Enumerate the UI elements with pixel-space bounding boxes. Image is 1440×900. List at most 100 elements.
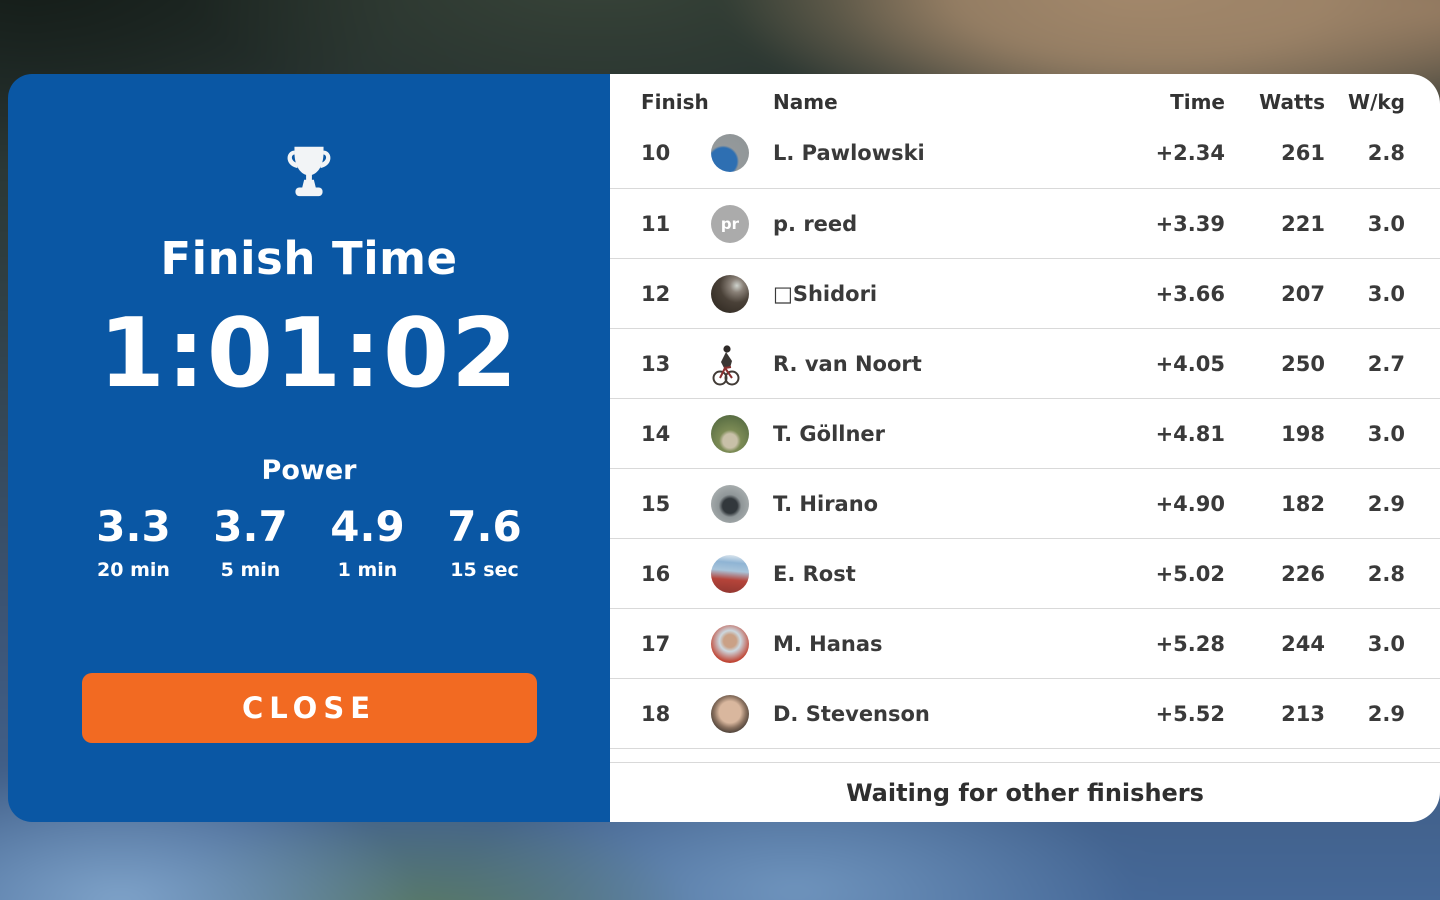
- time-gap: +3.66: [1155, 281, 1225, 306]
- in-game-cyclist-avatar: [711, 340, 741, 388]
- watts-value: 198: [1281, 421, 1325, 446]
- wkg-value: 2.8: [1367, 141, 1405, 165]
- header-finish: Finish: [641, 90, 709, 114]
- time-gap: +5.52: [1155, 701, 1225, 726]
- table-row[interactable]: 11 pr p. reed +3.39 221 3.0: [610, 188, 1440, 258]
- header-watts: Watts: [1259, 90, 1325, 114]
- watts-value: 207: [1281, 281, 1325, 306]
- wkg-value: 3.0: [1367, 281, 1405, 306]
- rider-name: T. Göllner: [773, 421, 886, 446]
- rider-photo-avatar: [711, 414, 749, 453]
- close-button[interactable]: CLOSE: [81, 673, 537, 743]
- finish-position: 11: [641, 211, 671, 236]
- power-stat-value: 7.6: [447, 502, 522, 551]
- power-stat: 4.9 1 min: [323, 502, 412, 581]
- power-stat-value: 3.3: [96, 502, 171, 551]
- cyclist-icon: [712, 344, 740, 385]
- watts-value: 213: [1281, 701, 1325, 726]
- table-row[interactable]: 10 L. Pawlowski +2.34 261 2.8: [610, 118, 1440, 188]
- power-stat: 3.7 5 min: [206, 502, 295, 581]
- avatar-cell: pr: [711, 204, 773, 243]
- table-row[interactable]: 14 T. Göllner +4.81 198 3.0: [610, 398, 1440, 468]
- rider-photo-avatar: [711, 274, 749, 313]
- time-gap: +4.90: [1155, 491, 1225, 516]
- power-stat-value: 3.7: [213, 502, 288, 551]
- rider-name: R. van Noort: [773, 351, 922, 376]
- time-gap: +4.05: [1155, 351, 1225, 376]
- finish-time-title: Finish Time: [160, 232, 458, 285]
- avatar-cell: [711, 134, 773, 172]
- wkg-value: 2.9: [1367, 701, 1405, 726]
- finish-position: 16: [641, 561, 671, 586]
- rider-photo-avatar: [711, 484, 749, 523]
- wkg-value: 2.7: [1367, 351, 1405, 376]
- rider-name: □Shidori: [773, 281, 878, 306]
- power-stat: 3.3 20 min: [89, 502, 178, 581]
- header-wkg: W/kg: [1348, 90, 1405, 114]
- watts-value: 226: [1281, 561, 1325, 586]
- power-stat-period: 5 min: [220, 559, 281, 581]
- rider-photo-avatar: [711, 554, 749, 593]
- rider-name: M. Hanas: [773, 631, 883, 656]
- finish-position: 15: [641, 491, 671, 516]
- table-row[interactable]: 13 R. van Noort +4.05 250 2.7: [610, 328, 1440, 398]
- time-gap: +3.39: [1155, 211, 1225, 236]
- rider-name: D. Stevenson: [773, 701, 930, 726]
- finish-results-modal: Finish Time 1:01:02 Power 3.3 20 min 3.7…: [8, 74, 1440, 822]
- trophy-icon: [287, 146, 331, 197]
- finish-position: 13: [641, 351, 671, 376]
- rider-name: T. Hirano: [773, 491, 879, 516]
- waiting-for-finishers-message: Waiting for other finishers: [610, 762, 1440, 822]
- finish-position: 17: [641, 631, 671, 656]
- table-row[interactable]: 15 T. Hirano +4.90 182 2.9: [610, 468, 1440, 538]
- finish-position: 14: [641, 421, 671, 446]
- table-row[interactable]: 17 M. Hanas +5.28 244 3.0: [610, 608, 1440, 678]
- table-row[interactable]: 18 D. Stevenson +5.52 213 2.9: [610, 678, 1440, 748]
- avatar-cell: [711, 554, 773, 593]
- watts-value: 261: [1281, 141, 1325, 165]
- finish-position: 12: [641, 281, 671, 306]
- watts-value: 221: [1281, 211, 1325, 236]
- wkg-value: 2.9: [1367, 491, 1405, 516]
- wkg-value: 2.8: [1367, 561, 1405, 586]
- time-gap: +4.81: [1155, 421, 1225, 446]
- time-gap: +5.28: [1155, 631, 1225, 656]
- header-name: Name: [773, 90, 838, 114]
- watts-value: 244: [1281, 631, 1325, 656]
- rider-photo-avatar: [711, 694, 749, 733]
- power-stat-period: 20 min: [97, 559, 170, 581]
- rider-photo-avatar: [711, 624, 749, 663]
- finish-position: 18: [641, 701, 671, 726]
- footer-separator: [610, 749, 1440, 762]
- results-table-header: Finish Name Time Watts W/kg: [610, 74, 1440, 118]
- table-row[interactable]: 12 □Shidori +3.66 207 3.0: [610, 258, 1440, 328]
- power-stats: 3.3 20 min 3.7 5 min 4.9 1 min 7.6 15 se…: [89, 502, 529, 581]
- time-gap: +2.34: [1155, 141, 1225, 165]
- avatar-cell: [711, 274, 773, 313]
- time-gap: +5.02: [1155, 561, 1225, 586]
- power-stat: 7.6 15 sec: [440, 502, 529, 581]
- wkg-value: 3.0: [1367, 421, 1405, 446]
- rider-photo-avatar: [711, 134, 749, 172]
- rider-name: p. reed: [773, 211, 858, 236]
- avatar-cell: [711, 340, 773, 388]
- results-table: Finish Name Time Watts W/kg 10 L. Pawlow…: [610, 74, 1440, 822]
- rider-name: L. Pawlowski: [773, 141, 925, 165]
- finish-position: 10: [641, 141, 671, 165]
- avatar-cell: [711, 484, 773, 523]
- header-time: Time: [1170, 90, 1225, 114]
- avatar-cell: [711, 414, 773, 453]
- finish-summary-panel: Finish Time 1:01:02 Power 3.3 20 min 3.7…: [8, 74, 610, 822]
- watts-value: 250: [1281, 351, 1325, 376]
- rider-initials-avatar: pr: [711, 204, 749, 243]
- wkg-value: 3.0: [1367, 211, 1405, 236]
- power-stat-period: 15 sec: [450, 559, 519, 581]
- power-section-label: Power: [261, 455, 357, 486]
- avatar-cell: [711, 694, 773, 733]
- finish-time-value: 1:01:02: [98, 299, 520, 409]
- table-row[interactable]: 16 E. Rost +5.02 226 2.8: [610, 538, 1440, 608]
- watts-value: 182: [1281, 491, 1325, 516]
- wkg-value: 3.0: [1367, 631, 1405, 656]
- power-stat-period: 1 min: [337, 559, 398, 581]
- rider-name: E. Rost: [773, 561, 856, 586]
